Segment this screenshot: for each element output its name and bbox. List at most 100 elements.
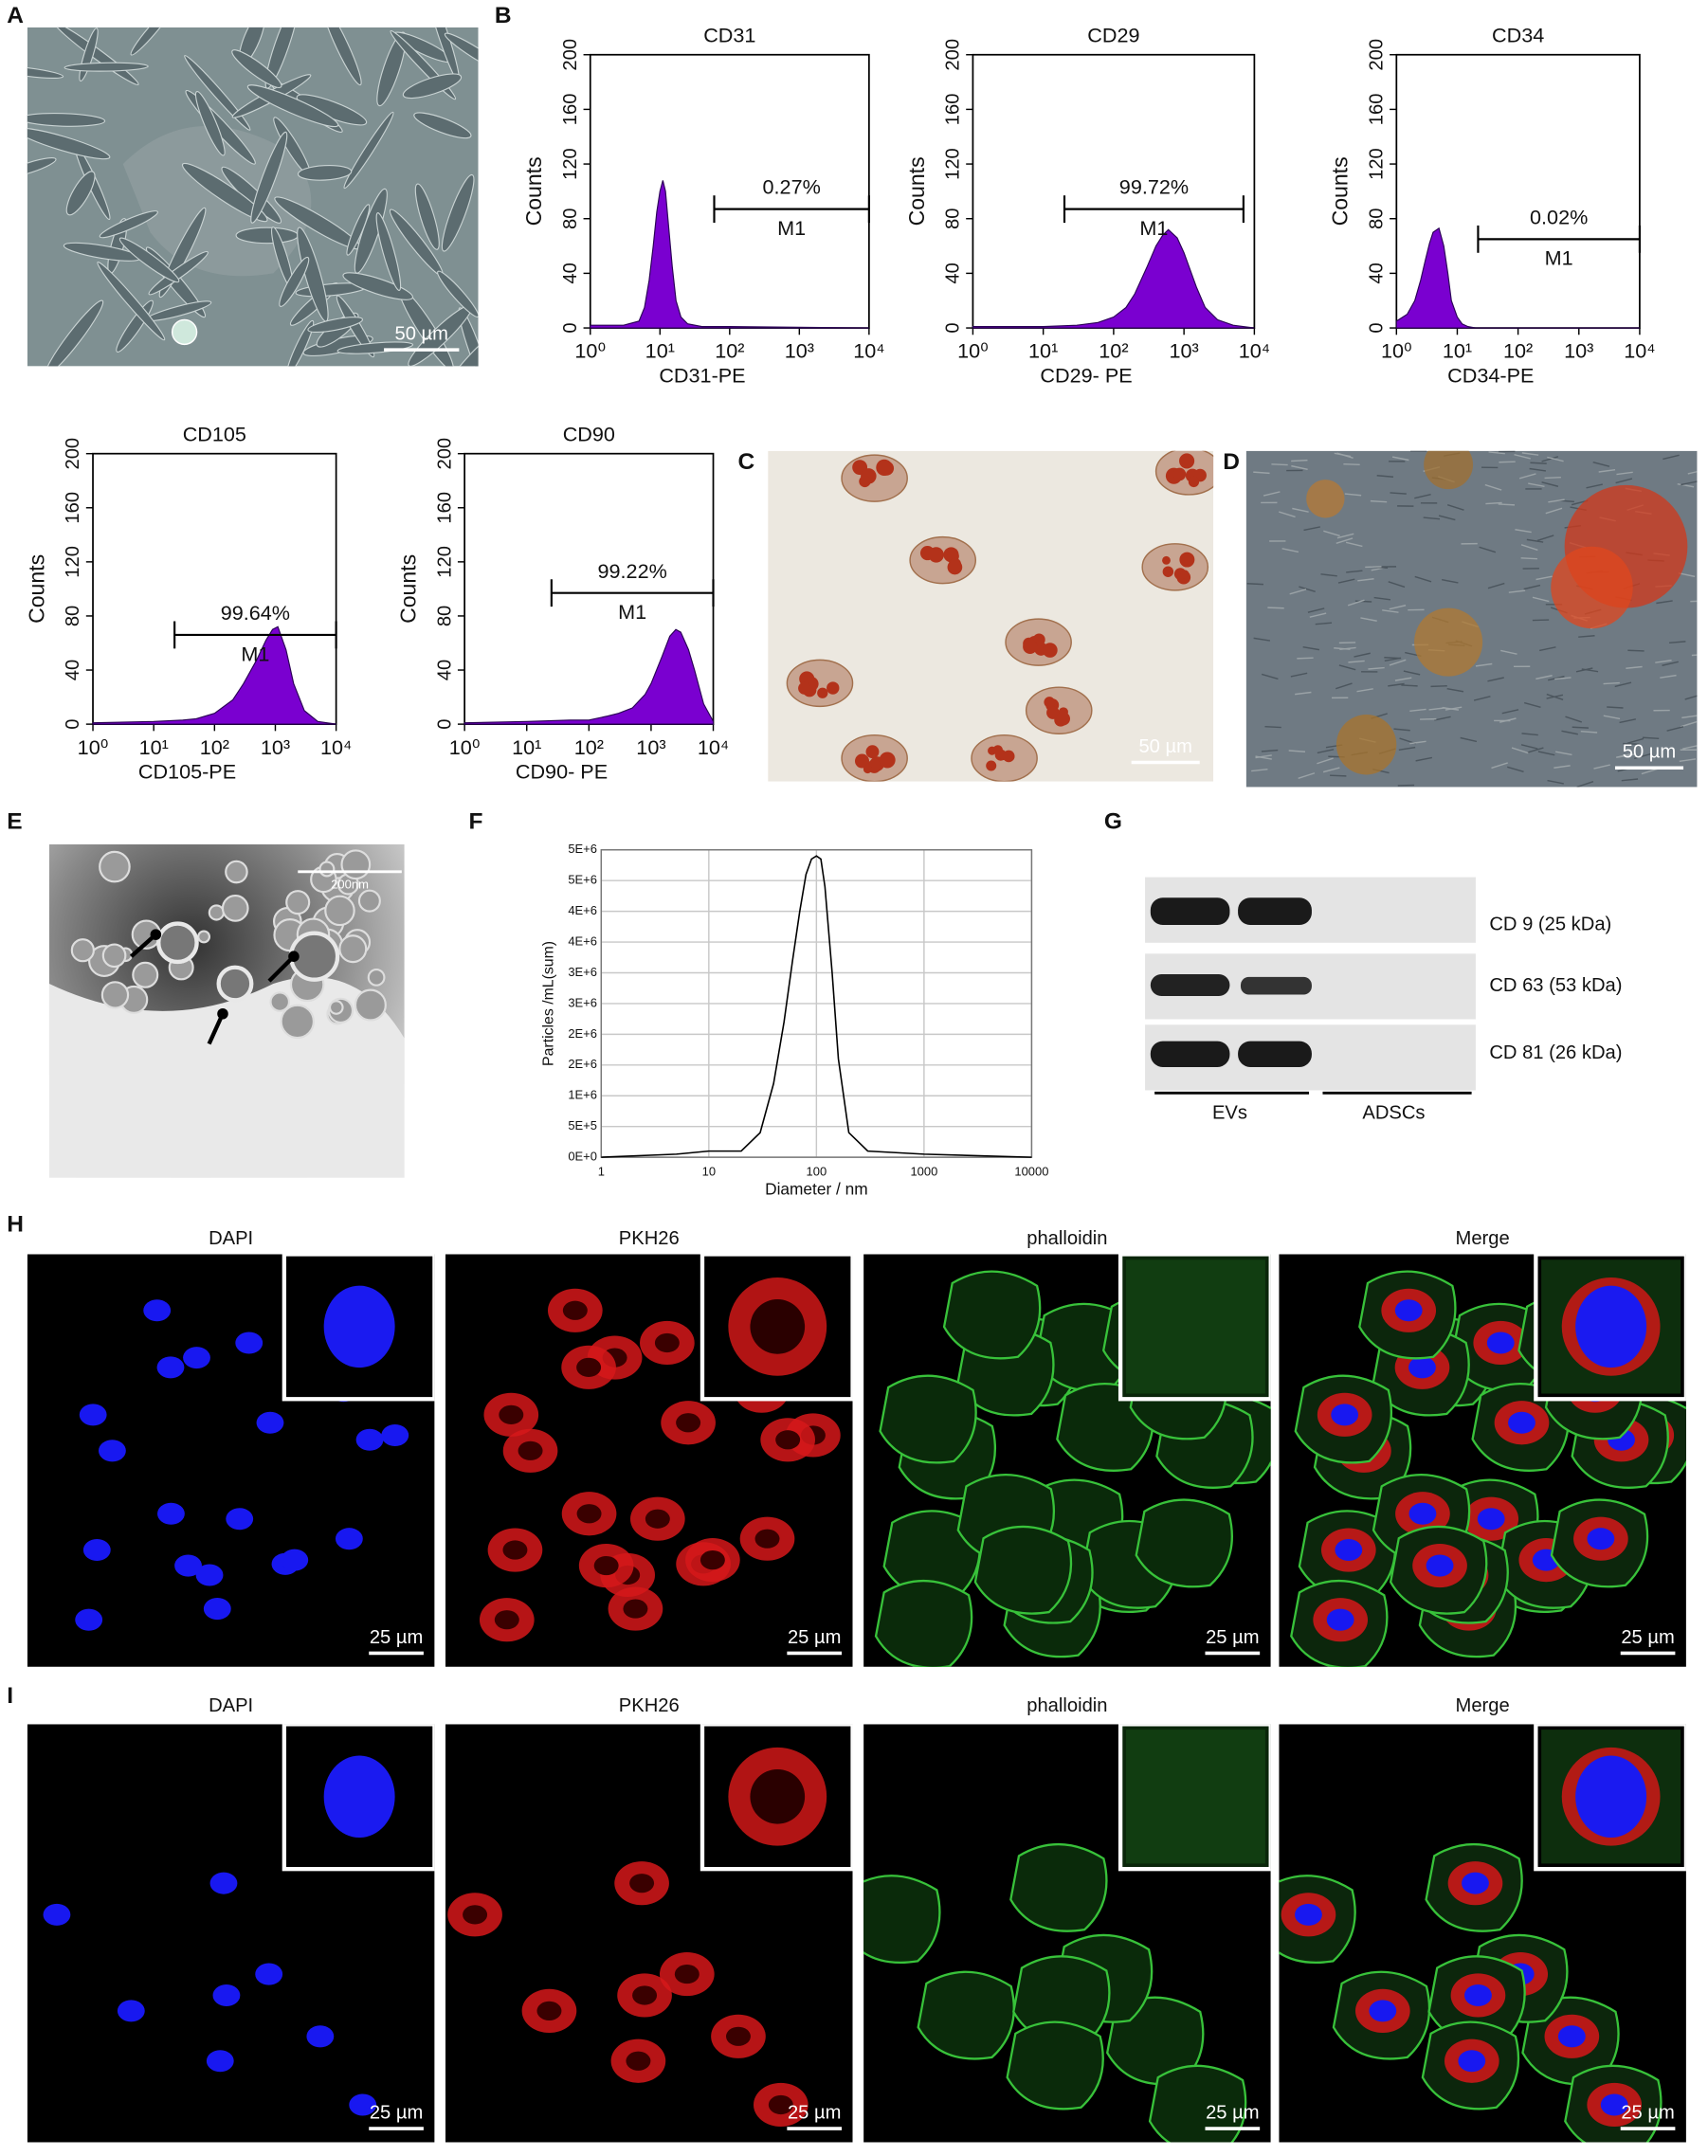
inset-nucleus <box>1575 1755 1647 1839</box>
y-tick-label: 0 <box>1366 322 1387 333</box>
actin <box>1056 1383 1154 1472</box>
lipid <box>865 745 880 759</box>
texture <box>1508 589 1526 593</box>
texture <box>1370 499 1388 503</box>
y-tick-label: 2E+6 <box>568 1026 597 1041</box>
cell <box>437 270 479 317</box>
nucleus <box>256 1411 284 1434</box>
texture <box>1343 462 1360 466</box>
panel-label: C <box>737 449 754 475</box>
texture <box>1603 681 1620 685</box>
y-tick-label: 5E+6 <box>568 842 597 856</box>
texture <box>1253 471 1270 475</box>
texture <box>1309 612 1327 618</box>
nucleus-dark <box>499 1404 524 1424</box>
y-tick-label: 80 <box>63 606 83 626</box>
cell <box>307 317 364 334</box>
y-tick-label: 120 <box>63 546 83 578</box>
texture <box>1536 534 1554 542</box>
nucleus-dark <box>502 1540 528 1560</box>
scale-label: 25 µm <box>1621 1627 1674 1648</box>
texture <box>1598 468 1616 473</box>
texture <box>1261 749 1279 752</box>
cell <box>342 272 413 300</box>
cell <box>27 157 57 178</box>
y-tick-label: 120 <box>943 148 964 180</box>
nucleus <box>1326 1608 1354 1631</box>
texture <box>1446 503 1464 511</box>
texture <box>1592 461 1610 467</box>
y-tick-label: 160 <box>560 94 581 126</box>
texture <box>1578 635 1595 638</box>
y-tick-label: 0 <box>63 719 83 730</box>
x-axis-label: CD29- PE <box>1040 364 1132 388</box>
image <box>27 1254 435 1667</box>
texture <box>1388 682 1405 687</box>
panel-label: E <box>7 808 22 834</box>
texture <box>1626 665 1643 669</box>
texture <box>1345 541 1363 548</box>
y-tick-label: 160 <box>1366 94 1387 126</box>
nucleus-dark <box>593 1555 619 1576</box>
panel-label: F <box>468 808 482 834</box>
texture <box>1687 470 1698 475</box>
image <box>445 1724 853 2143</box>
x-tick-label: 10⁴ <box>1239 339 1270 363</box>
arrow <box>129 933 157 958</box>
vesicle <box>328 1000 344 1015</box>
x-tick-label: 10³ <box>1564 339 1593 363</box>
texture <box>1401 684 1418 687</box>
x-axis-label: CD31-PE <box>659 364 745 388</box>
texture <box>1530 462 1547 464</box>
channel-title: phalloidin <box>1027 1695 1107 1716</box>
y-tick-label: 120 <box>434 546 455 578</box>
y-tick-label: 80 <box>1366 208 1387 229</box>
channel-title: PKH26 <box>619 1695 680 1716</box>
cell <box>336 295 375 358</box>
nucleus <box>281 1549 309 1571</box>
cell <box>443 332 479 367</box>
blot <box>1145 877 1476 1095</box>
nucleus <box>226 1508 254 1531</box>
texture <box>1307 607 1325 613</box>
texture <box>1389 659 1407 666</box>
texture <box>1384 657 1402 662</box>
cell <box>909 535 977 585</box>
texture <box>1537 751 1555 756</box>
lipid <box>1172 467 1187 481</box>
x-tick-label: 10³ <box>636 735 665 759</box>
texture <box>1288 750 1306 752</box>
texture <box>1297 657 1314 660</box>
y-tick-label: 40 <box>1366 263 1387 283</box>
texture <box>1669 641 1686 644</box>
cell <box>148 250 209 296</box>
channel-title: DAPI <box>209 1695 253 1716</box>
cell <box>27 127 111 160</box>
nucleus-dark <box>632 1985 658 2005</box>
nucleus <box>1408 1356 1436 1379</box>
texture <box>1526 538 1544 543</box>
x-axis-label: CD105-PE <box>138 760 236 784</box>
stain <box>1414 607 1483 677</box>
cell <box>336 341 414 354</box>
lipid <box>992 745 1003 755</box>
lipid <box>1162 566 1174 577</box>
x-tick-label: 100 <box>807 1164 827 1178</box>
texture <box>1561 730 1578 735</box>
texture <box>1607 706 1624 709</box>
y-tick-label: 120 <box>1366 148 1387 180</box>
texture <box>1279 511 1296 518</box>
texture <box>1291 464 1308 470</box>
chart-title: CD90 <box>563 423 615 446</box>
texture <box>1382 609 1399 613</box>
nucleus <box>1462 1872 1489 1894</box>
texture <box>1626 737 1644 745</box>
lipid <box>827 681 840 695</box>
nucleus <box>75 1608 103 1631</box>
gate-percent: 0.02% <box>1530 205 1588 228</box>
nucleus-dark <box>754 1529 780 1549</box>
nucleus <box>212 1984 241 2007</box>
texture <box>1292 507 1309 513</box>
channel-title: phalloidin <box>1027 1228 1107 1249</box>
histogram-area <box>92 625 336 725</box>
